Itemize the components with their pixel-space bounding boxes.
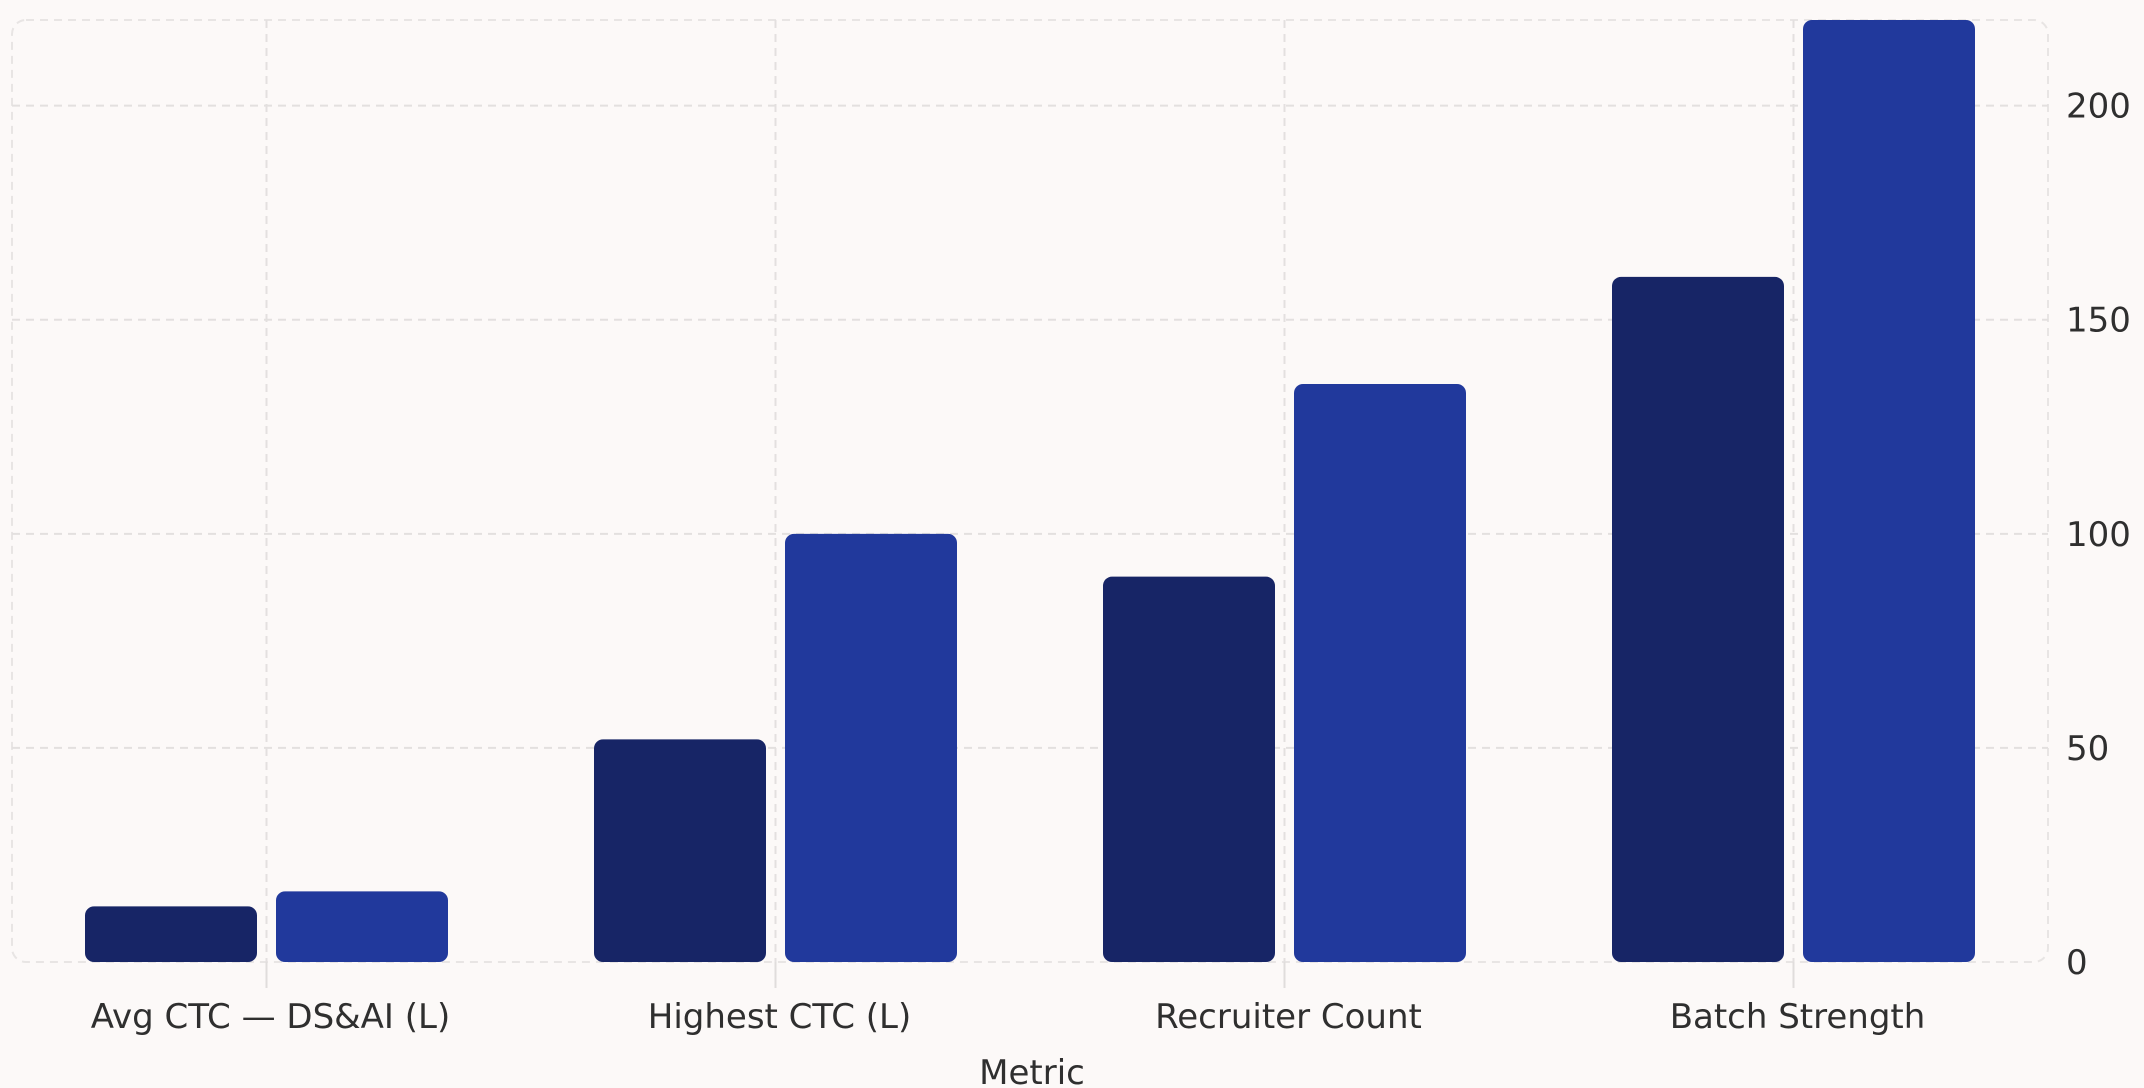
y-tick-label: 50 xyxy=(2066,729,2109,769)
plot-frame xyxy=(11,19,2049,963)
bar-series-2 xyxy=(1803,20,1975,962)
bar-series-1 xyxy=(85,906,257,962)
bar-series-1 xyxy=(1103,576,1275,962)
bar-series-1 xyxy=(594,739,766,962)
bar-series-2 xyxy=(785,533,957,962)
y-tick-label: 200 xyxy=(2066,87,2131,127)
x-tick-label: Batch Strength xyxy=(1670,997,1926,1037)
x-tick-label: Recruiter Count xyxy=(1155,997,1422,1037)
y-tick-label: 100 xyxy=(2066,515,2131,555)
y-tick-label: 150 xyxy=(2066,301,2131,341)
y-tick-label: 0 xyxy=(2066,943,2088,983)
bar-series-1 xyxy=(1612,276,1784,963)
x-axis-title: Metric xyxy=(979,1053,1085,1088)
x-tick-label: Avg CTC — DS&AI (L) xyxy=(91,997,451,1037)
bars-layer xyxy=(85,20,1975,963)
ticks-layer: 0 50 100 150 200 Avg CTC — DS&AI (L) Highest C… xyxy=(91,87,2131,1037)
bar-series-2 xyxy=(276,891,448,962)
x-tick-label: Highest CTC (L) xyxy=(648,997,911,1037)
bar-series-2 xyxy=(1294,383,1466,962)
